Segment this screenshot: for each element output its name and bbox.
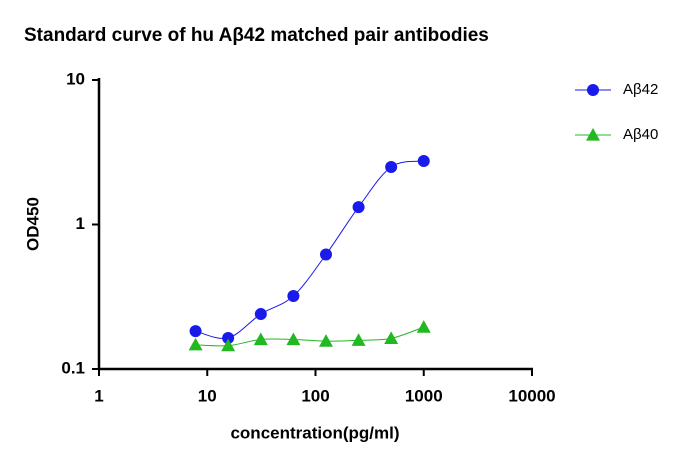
- data-point: [318, 334, 333, 347]
- data-point: [221, 338, 236, 352]
- data-point: [287, 290, 300, 303]
- legend-marker: [587, 84, 599, 96]
- data-point: [188, 337, 203, 351]
- legend-label: Aβ40: [623, 126, 658, 143]
- data-point: [352, 201, 365, 214]
- x-tick-label: 100: [301, 386, 329, 405]
- legend-label: Aβ42: [623, 81, 658, 98]
- data-point: [319, 248, 332, 261]
- fit-line: [195, 160, 424, 340]
- y-tick-label: 10: [66, 69, 85, 88]
- y-tick-label: 0.1: [61, 358, 85, 377]
- data-point: [286, 332, 301, 346]
- y-axis-title: OD450: [23, 197, 42, 251]
- data-point: [254, 308, 267, 321]
- data-point: [385, 160, 398, 173]
- legend-marker: [586, 128, 600, 141]
- x-axis-title: concentration(pg/ml): [230, 423, 399, 442]
- x-tick-label: 1000: [405, 386, 443, 405]
- chart-title: Standard curve of hu Aβ42 matched pair a…: [24, 25, 489, 46]
- data-point: [351, 333, 366, 346]
- data-point: [222, 331, 235, 344]
- data-point: [253, 332, 268, 346]
- data-point: [417, 155, 430, 168]
- y-tick-label: 1: [76, 214, 85, 233]
- x-tick-label: 1: [94, 386, 103, 405]
- data-point: [384, 331, 399, 344]
- data-point: [189, 325, 202, 338]
- x-tick-label: 10000: [508, 386, 555, 405]
- data-point: [416, 320, 431, 333]
- x-tick-label: 10: [198, 386, 217, 405]
